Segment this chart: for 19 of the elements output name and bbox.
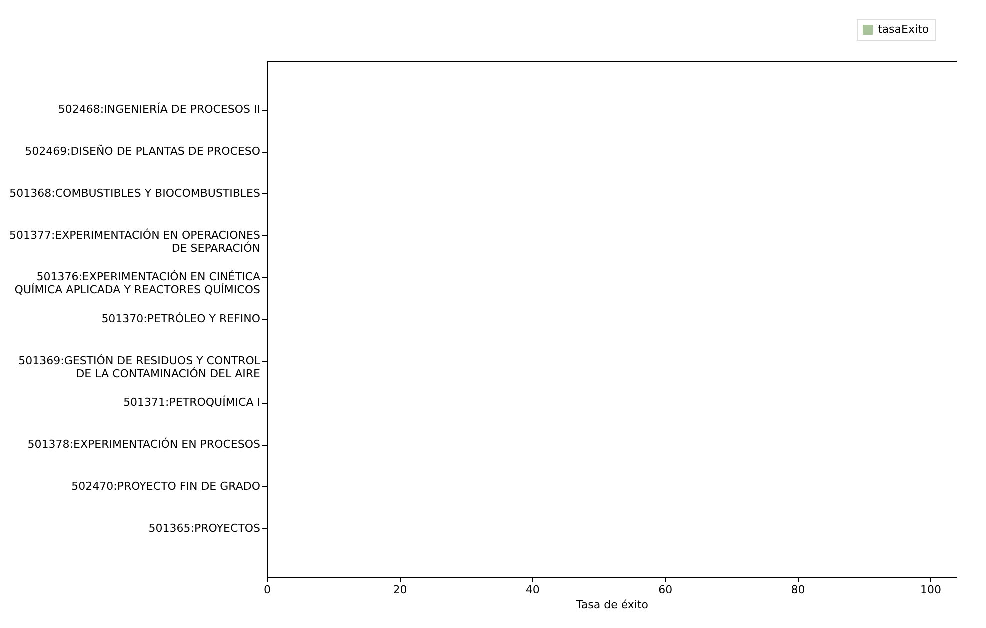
y-tick-label: 501377:EXPERIMENTACIÓN EN OPERACIONES DE SEPARACIÓN bbox=[9, 228, 261, 255]
x-tick-label: 40 bbox=[526, 584, 540, 596]
x-tick-label: 100 bbox=[920, 584, 942, 596]
x-tick-label: 20 bbox=[393, 584, 408, 596]
x-tick-label: 80 bbox=[791, 584, 806, 596]
y-tick-label: 501370:PETRÓLEO Y REFINO bbox=[102, 312, 261, 326]
legend-label: tasaExito bbox=[878, 23, 930, 36]
x-tick-label: 60 bbox=[658, 584, 673, 596]
x-axis-title: Tasa de éxito bbox=[575, 598, 649, 612]
y-tick-label: 501369:GESTIÓN DE RESIDUOS Y CONTROL DE LA CONTAMINACIÓN DEL AIRE bbox=[18, 353, 262, 380]
y-tick-label: 501376:EXPERIMENTACIÓN EN CINÉTICA QUÍMICA APLICADA Y REACTORES QUÍMICOS bbox=[14, 270, 261, 297]
y-tick-label: 502469:DISEÑO DE PLANTAS DE PROCESO bbox=[25, 144, 261, 158]
y-tick-label: 501365:PROYECTOS bbox=[148, 522, 261, 535]
y-tick-label: 501368:COMBUSTIBLES Y BIOCOMBUSTIBLES bbox=[10, 186, 261, 200]
x-tick-label: 0 bbox=[264, 584, 271, 596]
y-tick-label: 501371:PETROQUÍMICA I bbox=[124, 395, 260, 410]
y-tick-label: 501378:EXPERIMENTACIÓN EN PROCESOS bbox=[28, 437, 261, 452]
y-tick-label: 502468:INGENIERÍA DE PROCESOS II bbox=[58, 102, 260, 116]
y-tick-label: 502470:PROYECTO FIN DE GRADO bbox=[72, 480, 261, 493]
